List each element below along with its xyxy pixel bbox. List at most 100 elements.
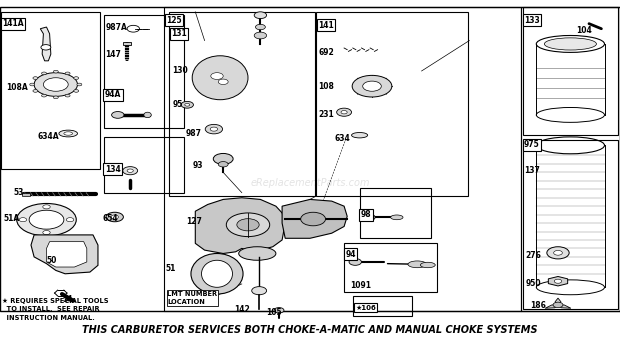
- Circle shape: [43, 78, 68, 91]
- Text: 93: 93: [192, 161, 203, 170]
- Circle shape: [554, 279, 562, 283]
- Polygon shape: [558, 305, 571, 308]
- Text: 51: 51: [166, 264, 176, 273]
- Ellipse shape: [144, 112, 151, 118]
- Circle shape: [274, 308, 284, 313]
- Text: 975: 975: [524, 140, 539, 149]
- Text: 276: 276: [526, 251, 542, 260]
- Text: 51A: 51A: [3, 214, 19, 222]
- Circle shape: [553, 302, 563, 308]
- Polygon shape: [40, 27, 51, 61]
- Ellipse shape: [191, 254, 243, 294]
- Text: 95: 95: [172, 100, 183, 109]
- Polygon shape: [545, 305, 558, 308]
- Circle shape: [41, 45, 51, 50]
- Circle shape: [112, 112, 124, 118]
- Text: 108A: 108A: [6, 83, 28, 92]
- Text: 104: 104: [577, 26, 592, 35]
- Bar: [1, 12, 100, 169]
- Circle shape: [237, 219, 259, 231]
- Circle shape: [42, 72, 46, 75]
- Ellipse shape: [239, 247, 276, 260]
- Polygon shape: [31, 235, 98, 274]
- Text: 94: 94: [345, 250, 356, 259]
- Circle shape: [218, 79, 228, 84]
- Circle shape: [34, 73, 78, 96]
- Circle shape: [77, 83, 82, 86]
- Ellipse shape: [352, 132, 368, 138]
- Text: ★ REQUIRES SPECIAL TOOLS
  TO INSTALL.  SEE REPAIR
  INSTRUCTION MANUAL.: ★ REQUIRES SPECIAL TOOLS TO INSTALL. SEE…: [2, 297, 108, 320]
- Circle shape: [42, 94, 46, 97]
- Circle shape: [19, 218, 27, 222]
- Text: 50: 50: [46, 256, 57, 265]
- Text: 654: 654: [102, 214, 118, 222]
- Text: 108: 108: [318, 82, 334, 91]
- Text: 987A: 987A: [105, 23, 127, 31]
- Polygon shape: [555, 298, 561, 305]
- Circle shape: [252, 287, 267, 295]
- Bar: [344, 243, 437, 292]
- Ellipse shape: [202, 260, 232, 287]
- Circle shape: [226, 213, 270, 237]
- Ellipse shape: [59, 130, 78, 137]
- Circle shape: [337, 108, 352, 116]
- Circle shape: [65, 72, 70, 75]
- Circle shape: [218, 162, 228, 167]
- Text: 1091: 1091: [350, 281, 371, 290]
- Circle shape: [53, 96, 58, 99]
- Circle shape: [30, 83, 35, 86]
- Circle shape: [33, 77, 38, 79]
- Polygon shape: [46, 242, 87, 267]
- Text: 231: 231: [318, 111, 334, 119]
- Text: 692: 692: [318, 48, 334, 57]
- Bar: [316, 12, 468, 196]
- Circle shape: [363, 214, 375, 221]
- Circle shape: [349, 259, 361, 265]
- Text: 987: 987: [186, 129, 202, 138]
- Text: 141A: 141A: [2, 19, 24, 28]
- Bar: [360, 188, 431, 238]
- Circle shape: [255, 24, 265, 30]
- Bar: [104, 15, 184, 128]
- Text: 98: 98: [361, 210, 371, 219]
- Circle shape: [210, 127, 218, 131]
- Circle shape: [185, 103, 190, 106]
- Circle shape: [547, 247, 569, 259]
- Circle shape: [106, 212, 123, 222]
- Text: 186: 186: [530, 301, 546, 310]
- Ellipse shape: [192, 56, 248, 100]
- Circle shape: [66, 218, 74, 222]
- Bar: [353, 296, 412, 316]
- Text: THIS CARBURETOR SERVICES BOTH CHOKE-A-MATIC AND MANUAL CHOKE SYSTEMS: THIS CARBURETOR SERVICES BOTH CHOKE-A-MA…: [82, 324, 538, 335]
- Circle shape: [123, 167, 138, 175]
- Text: 127: 127: [186, 217, 202, 226]
- Text: 53: 53: [14, 188, 24, 197]
- Text: 131: 131: [171, 29, 187, 38]
- Circle shape: [74, 77, 79, 79]
- Bar: [22, 193, 30, 196]
- Circle shape: [43, 231, 50, 235]
- Circle shape: [33, 90, 38, 92]
- Circle shape: [53, 70, 58, 73]
- Text: 94A: 94A: [105, 90, 121, 99]
- Circle shape: [29, 210, 64, 229]
- Bar: [523, 7, 618, 135]
- Circle shape: [213, 153, 233, 164]
- Circle shape: [363, 81, 381, 91]
- Circle shape: [341, 111, 347, 114]
- Ellipse shape: [408, 261, 427, 268]
- Polygon shape: [195, 198, 285, 254]
- Circle shape: [127, 169, 133, 172]
- Text: 950: 950: [526, 280, 541, 288]
- Text: ★106: ★106: [355, 305, 376, 311]
- Text: 147: 147: [105, 50, 122, 58]
- Ellipse shape: [420, 262, 435, 268]
- Bar: [523, 140, 618, 309]
- Bar: [521, 7, 620, 311]
- Text: 133: 133: [524, 16, 539, 25]
- Text: LMT NUMBER
LOCATION: LMT NUMBER LOCATION: [167, 291, 218, 305]
- Text: 134: 134: [105, 165, 120, 173]
- Bar: [164, 7, 521, 311]
- Text: 634A: 634A: [37, 132, 59, 141]
- Circle shape: [211, 73, 223, 79]
